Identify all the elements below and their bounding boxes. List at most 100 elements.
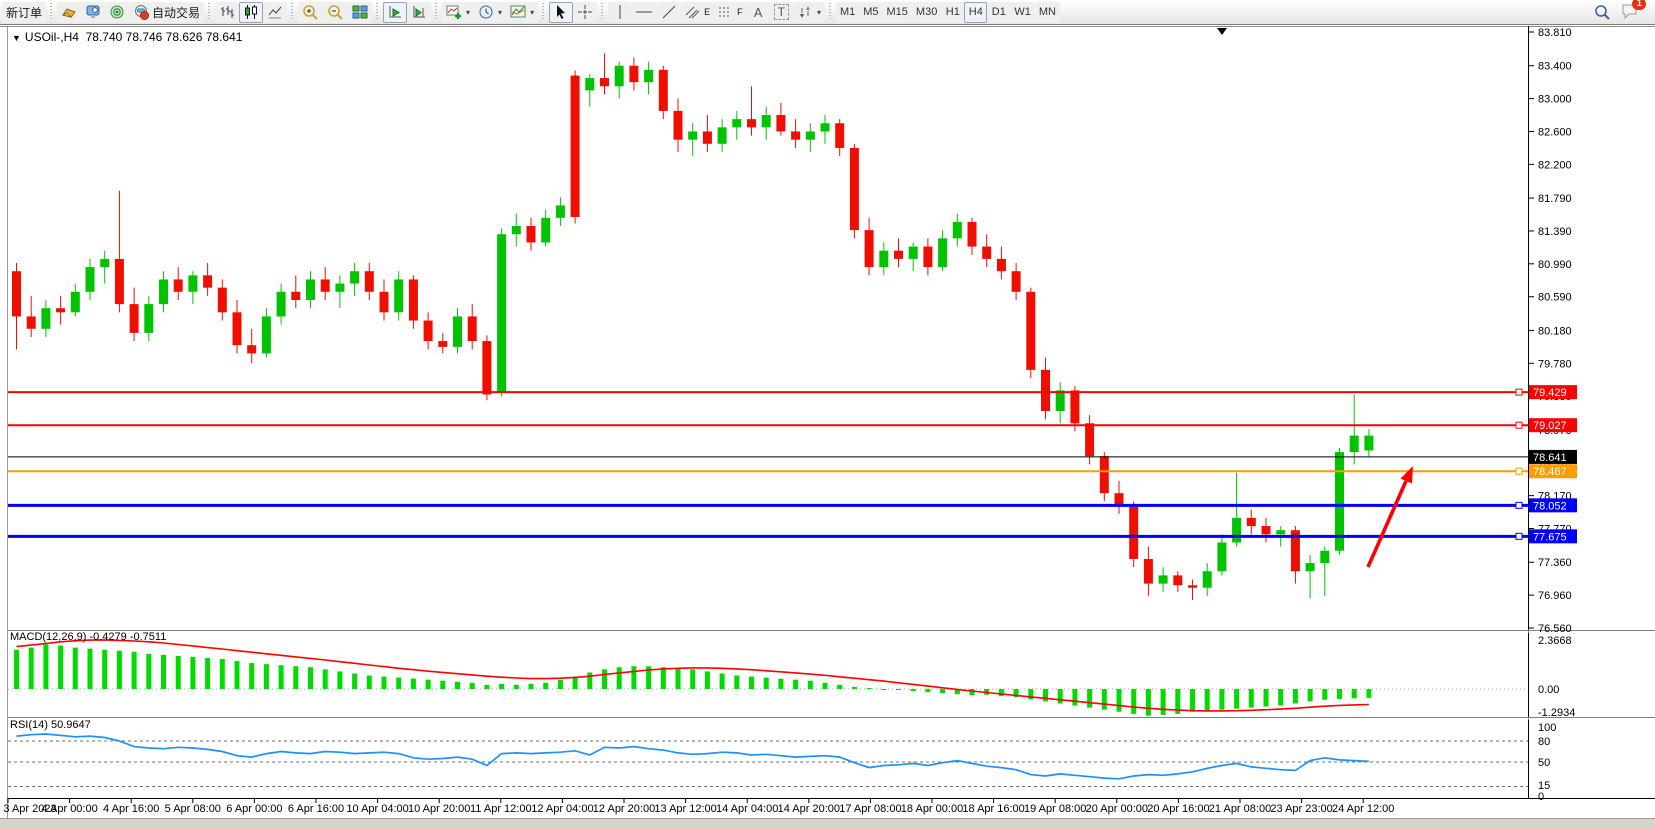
candle-body <box>144 304 154 333</box>
price-tick-label: 83.810 <box>1538 27 1572 39</box>
line-anchor-handle[interactable] <box>1515 467 1523 475</box>
periods-button[interactable]: ▾ <box>474 1 507 23</box>
timeframe-mn-button[interactable]: MN <box>1034 1 1060 23</box>
price-tick-label: 80.990 <box>1538 259 1572 271</box>
rsi-axis-label: 50 <box>1538 757 1550 769</box>
trend-arrow-head[interactable] <box>1400 466 1414 484</box>
candle-body <box>1188 585 1197 588</box>
timeframe-m1-button[interactable]: M1 <box>835 1 860 23</box>
macd-histogram-bar <box>1234 689 1240 709</box>
chevron-down-icon: ▾ <box>466 7 471 17</box>
macd-histogram-bar <box>1057 689 1063 704</box>
price-label-box <box>1529 464 1577 479</box>
horizontal-line-tool-button[interactable] <box>631 1 658 23</box>
date-tick-label: 11 Apr 12:00 <box>470 803 532 815</box>
candle-body <box>702 131 712 144</box>
rsi-axis-label: 100 <box>1538 722 1556 734</box>
chart-dropdown-icon[interactable]: ▼ <box>12 33 21 43</box>
text-label-tool-button[interactable]: T <box>769 1 793 23</box>
timeframe-m30-button[interactable]: M30 <box>911 1 942 23</box>
macd-histogram-bar <box>161 654 166 689</box>
macd-histogram-bar <box>249 663 255 689</box>
macd-histogram-bar <box>337 671 343 689</box>
candle-body <box>791 131 801 140</box>
date-tick-label: 18 Apr 16:00 <box>962 803 1024 815</box>
rsi-line <box>16 733 1369 780</box>
auto-scroll-button[interactable] <box>383 1 408 23</box>
candle-body <box>12 271 21 317</box>
notification-badge: 1 <box>1632 0 1646 10</box>
candle-body <box>1143 558 1153 584</box>
arrows-tool-button[interactable]: ▾ <box>792 1 825 23</box>
timeframe-h1-button[interactable]: H1 <box>941 1 965 23</box>
channel-tool-button[interactable]: E <box>681 1 715 23</box>
date-tick-label: 19 Apr 08:00 <box>1024 803 1086 815</box>
date-tick-label: 21 Apr 08:00 <box>1209 803 1271 815</box>
price-label-text: 79.027 <box>1533 420 1567 432</box>
candle-body <box>291 291 301 300</box>
timeframe-m5-button[interactable]: M5 <box>859 1 883 23</box>
candle-body <box>747 119 756 128</box>
notifications-button[interactable]: 1 <box>1621 0 1646 22</box>
timeframe-h4-button[interactable]: H4 <box>964 1 988 23</box>
timeframe-m15-button[interactable]: M15 <box>882 1 912 23</box>
chart-shift-button[interactable] <box>407 1 432 23</box>
cursor-tool-button[interactable] <box>549 1 574 23</box>
templates-button[interactable]: ▾ <box>506 1 539 23</box>
trendline-tool-button[interactable] <box>657 1 682 23</box>
date-tick-label: 13 Apr 12:00 <box>654 803 716 815</box>
candle-body <box>864 230 874 268</box>
indicators-icon <box>446 4 462 20</box>
macd-histogram-bar <box>146 653 152 689</box>
macd-histogram-bar <box>322 669 328 689</box>
candle-body <box>217 287 227 313</box>
candle-body <box>1070 390 1080 424</box>
candle-body <box>453 316 462 347</box>
line-anchor-handle[interactable] <box>1515 501 1523 509</box>
line-anchor-handle[interactable] <box>1515 388 1523 396</box>
line-chart-button[interactable] <box>263 1 288 23</box>
candle-body <box>350 271 360 284</box>
timeframe-w1-button[interactable]: W1 <box>1010 1 1035 23</box>
indicators-button[interactable]: ▾ <box>442 1 475 23</box>
price-tick-label: 82.200 <box>1538 159 1572 171</box>
candlestick-chart-button[interactable] <box>239 1 264 23</box>
macd-histogram-bar <box>484 684 490 689</box>
chart-shift-marker[interactable] <box>1217 28 1227 35</box>
macd-histogram-bar <box>513 684 519 689</box>
vertical-line-tool-button[interactable] <box>608 1 632 23</box>
date-tick-label: 10 Apr 20:00 <box>408 803 470 815</box>
macd-histogram-bar <box>43 644 49 689</box>
tile-windows-button[interactable] <box>348 1 373 23</box>
auto-trading-button[interactable]: 自动交易 <box>129 1 205 23</box>
auto-scroll-icon <box>387 4 403 20</box>
zoom-in-button[interactable] <box>298 1 324 23</box>
macd-histogram-bar <box>72 647 78 689</box>
macd-histogram-bar <box>572 676 578 689</box>
zoom-out-button[interactable] <box>323 1 349 23</box>
candle-body <box>600 78 609 87</box>
bar-chart-button[interactable] <box>215 1 240 23</box>
macd-histogram-bar <box>954 689 960 695</box>
line-anchor-handle[interactable] <box>1515 532 1523 540</box>
new-order-button[interactable]: 新订单 <box>2 1 47 23</box>
strategy-tester-button[interactable] <box>81 1 106 23</box>
search-icon[interactable] <box>1594 4 1611 21</box>
candle-body <box>497 234 507 393</box>
trend-arrow-shaft[interactable] <box>1366 480 1408 568</box>
price-tick-label: 81.390 <box>1538 226 1572 238</box>
line-anchor-handle[interactable] <box>1515 421 1523 429</box>
date-tick-label: 4 Apr 00:00 <box>41 803 97 815</box>
signals-button[interactable] <box>105 1 130 23</box>
candle-body <box>1335 452 1344 551</box>
market-watch-button[interactable] <box>57 1 82 23</box>
crosshair-tool-button[interactable] <box>573 1 598 23</box>
toolbar-group-handle <box>434 3 440 21</box>
macd-histogram-bar <box>1028 689 1034 700</box>
macd-histogram-bar <box>1131 689 1137 714</box>
macd-histogram-bar <box>616 667 622 689</box>
fibonacci-tool-button[interactable]: F <box>714 1 747 23</box>
text-tool-button[interactable]: A <box>746 1 770 23</box>
timeframe-d1-button[interactable]: D1 <box>987 1 1011 23</box>
